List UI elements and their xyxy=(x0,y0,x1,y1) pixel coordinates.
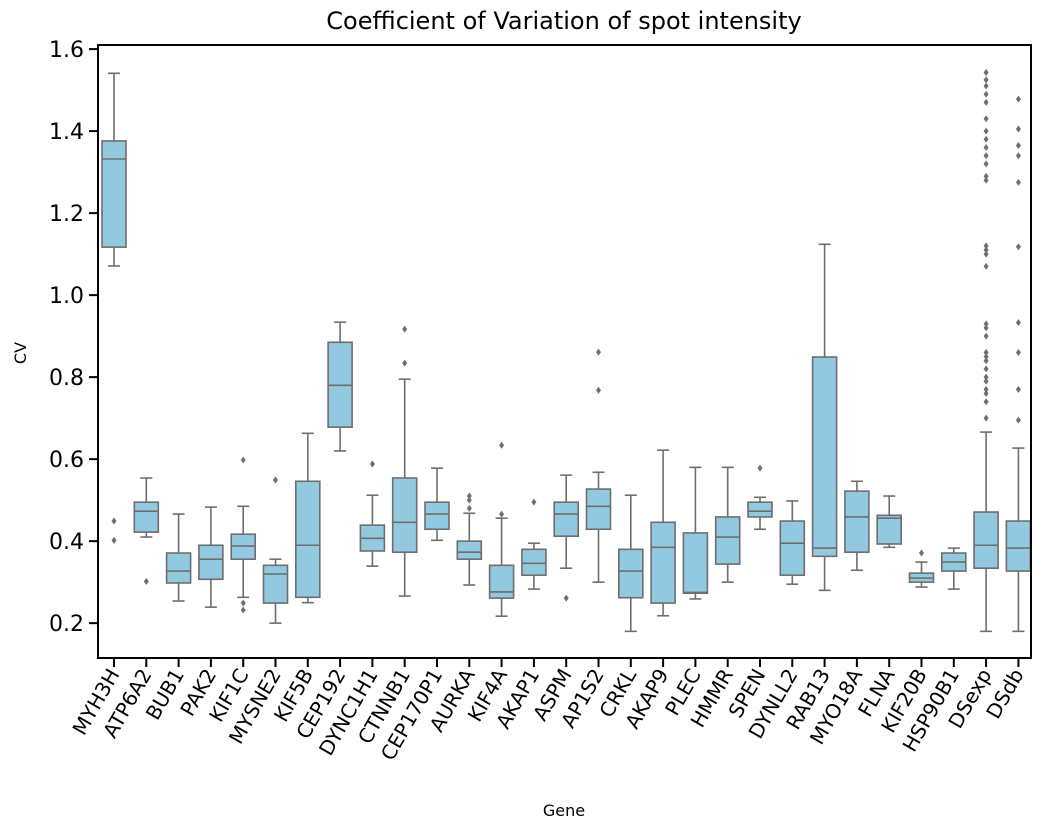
outlier xyxy=(983,242,989,250)
outlier xyxy=(983,398,989,406)
outlier xyxy=(402,325,408,333)
box xyxy=(488,564,515,599)
outlier xyxy=(1015,416,1021,424)
outlier xyxy=(596,386,601,394)
y-tick-label: 0.6 xyxy=(49,448,84,473)
outlier xyxy=(983,98,989,106)
outlier xyxy=(983,246,989,254)
outlier xyxy=(273,476,278,484)
outlier xyxy=(757,464,763,472)
box xyxy=(198,544,224,581)
box xyxy=(973,511,999,570)
box xyxy=(456,540,483,560)
outlier xyxy=(240,599,246,607)
outlier xyxy=(402,359,408,367)
outlier xyxy=(983,176,989,184)
outlier xyxy=(983,172,989,180)
outlier xyxy=(240,456,246,464)
box xyxy=(391,477,418,554)
outlier xyxy=(531,498,537,506)
box xyxy=(424,501,450,531)
outlier xyxy=(499,441,505,449)
outlier xyxy=(983,414,989,422)
outlier xyxy=(1015,125,1021,133)
outlier xyxy=(983,76,989,84)
y-tick-label: 1.0 xyxy=(49,284,84,309)
chart-title: Coefficient of Variation of spot intensi… xyxy=(326,7,801,35)
outlier xyxy=(983,332,989,340)
y-tick-label: 1.2 xyxy=(49,202,84,227)
box xyxy=(844,490,870,554)
outlier xyxy=(983,127,989,135)
y-tick-label: 0.2 xyxy=(49,612,84,637)
outlier xyxy=(1015,349,1021,357)
box xyxy=(133,501,160,533)
x-axis-label: Gene xyxy=(543,801,585,820)
outlier xyxy=(983,144,989,152)
box xyxy=(294,480,321,599)
outlier xyxy=(983,357,989,365)
outlier xyxy=(1015,385,1021,393)
outlier xyxy=(143,577,149,585)
box xyxy=(553,501,580,538)
outlier xyxy=(983,135,989,143)
box xyxy=(165,552,192,584)
outlier xyxy=(983,353,989,361)
box xyxy=(585,488,612,531)
outlier xyxy=(983,385,989,393)
outlier xyxy=(983,250,989,258)
box xyxy=(682,532,709,595)
outlier xyxy=(111,536,117,544)
outlier xyxy=(983,377,989,385)
box xyxy=(1005,520,1032,572)
y-tick-label: 1.6 xyxy=(49,38,84,63)
outlier xyxy=(919,549,924,557)
outlier xyxy=(983,160,989,168)
outlier xyxy=(1015,243,1021,251)
outlier xyxy=(983,365,989,373)
y-tick-label: 0.4 xyxy=(49,530,84,555)
outlier xyxy=(983,152,989,160)
outlier xyxy=(111,517,117,525)
outlier xyxy=(983,262,989,270)
box xyxy=(779,520,806,576)
outlier xyxy=(499,510,505,518)
outlier xyxy=(1015,95,1021,103)
box xyxy=(747,501,773,518)
outlier xyxy=(369,460,375,468)
box xyxy=(650,521,676,604)
outlier xyxy=(563,594,569,602)
outlier xyxy=(466,496,472,504)
outlier xyxy=(466,504,472,512)
outlier xyxy=(466,492,472,500)
box xyxy=(262,564,289,604)
outlier xyxy=(983,320,989,328)
outlier xyxy=(596,348,601,356)
outlier xyxy=(1015,152,1021,160)
outlier xyxy=(983,390,989,398)
plot-frame xyxy=(97,44,1032,659)
outlier xyxy=(983,115,989,123)
box xyxy=(521,548,547,576)
outlier xyxy=(1015,319,1021,327)
y-tick-label: 1.4 xyxy=(49,120,84,145)
y-tick-label: 0.8 xyxy=(49,366,84,391)
outlier xyxy=(983,373,989,381)
outlier xyxy=(240,606,246,614)
outlier xyxy=(983,349,989,357)
outlier xyxy=(983,324,989,332)
outlier xyxy=(1015,178,1021,186)
outlier xyxy=(983,68,989,76)
outlier xyxy=(983,82,989,90)
box xyxy=(714,516,741,565)
outlier xyxy=(1015,141,1021,149)
box xyxy=(617,548,644,599)
box xyxy=(811,356,838,558)
y-axis-label: CV xyxy=(11,342,30,364)
box xyxy=(101,140,127,248)
box xyxy=(876,514,903,545)
outlier xyxy=(983,90,989,98)
